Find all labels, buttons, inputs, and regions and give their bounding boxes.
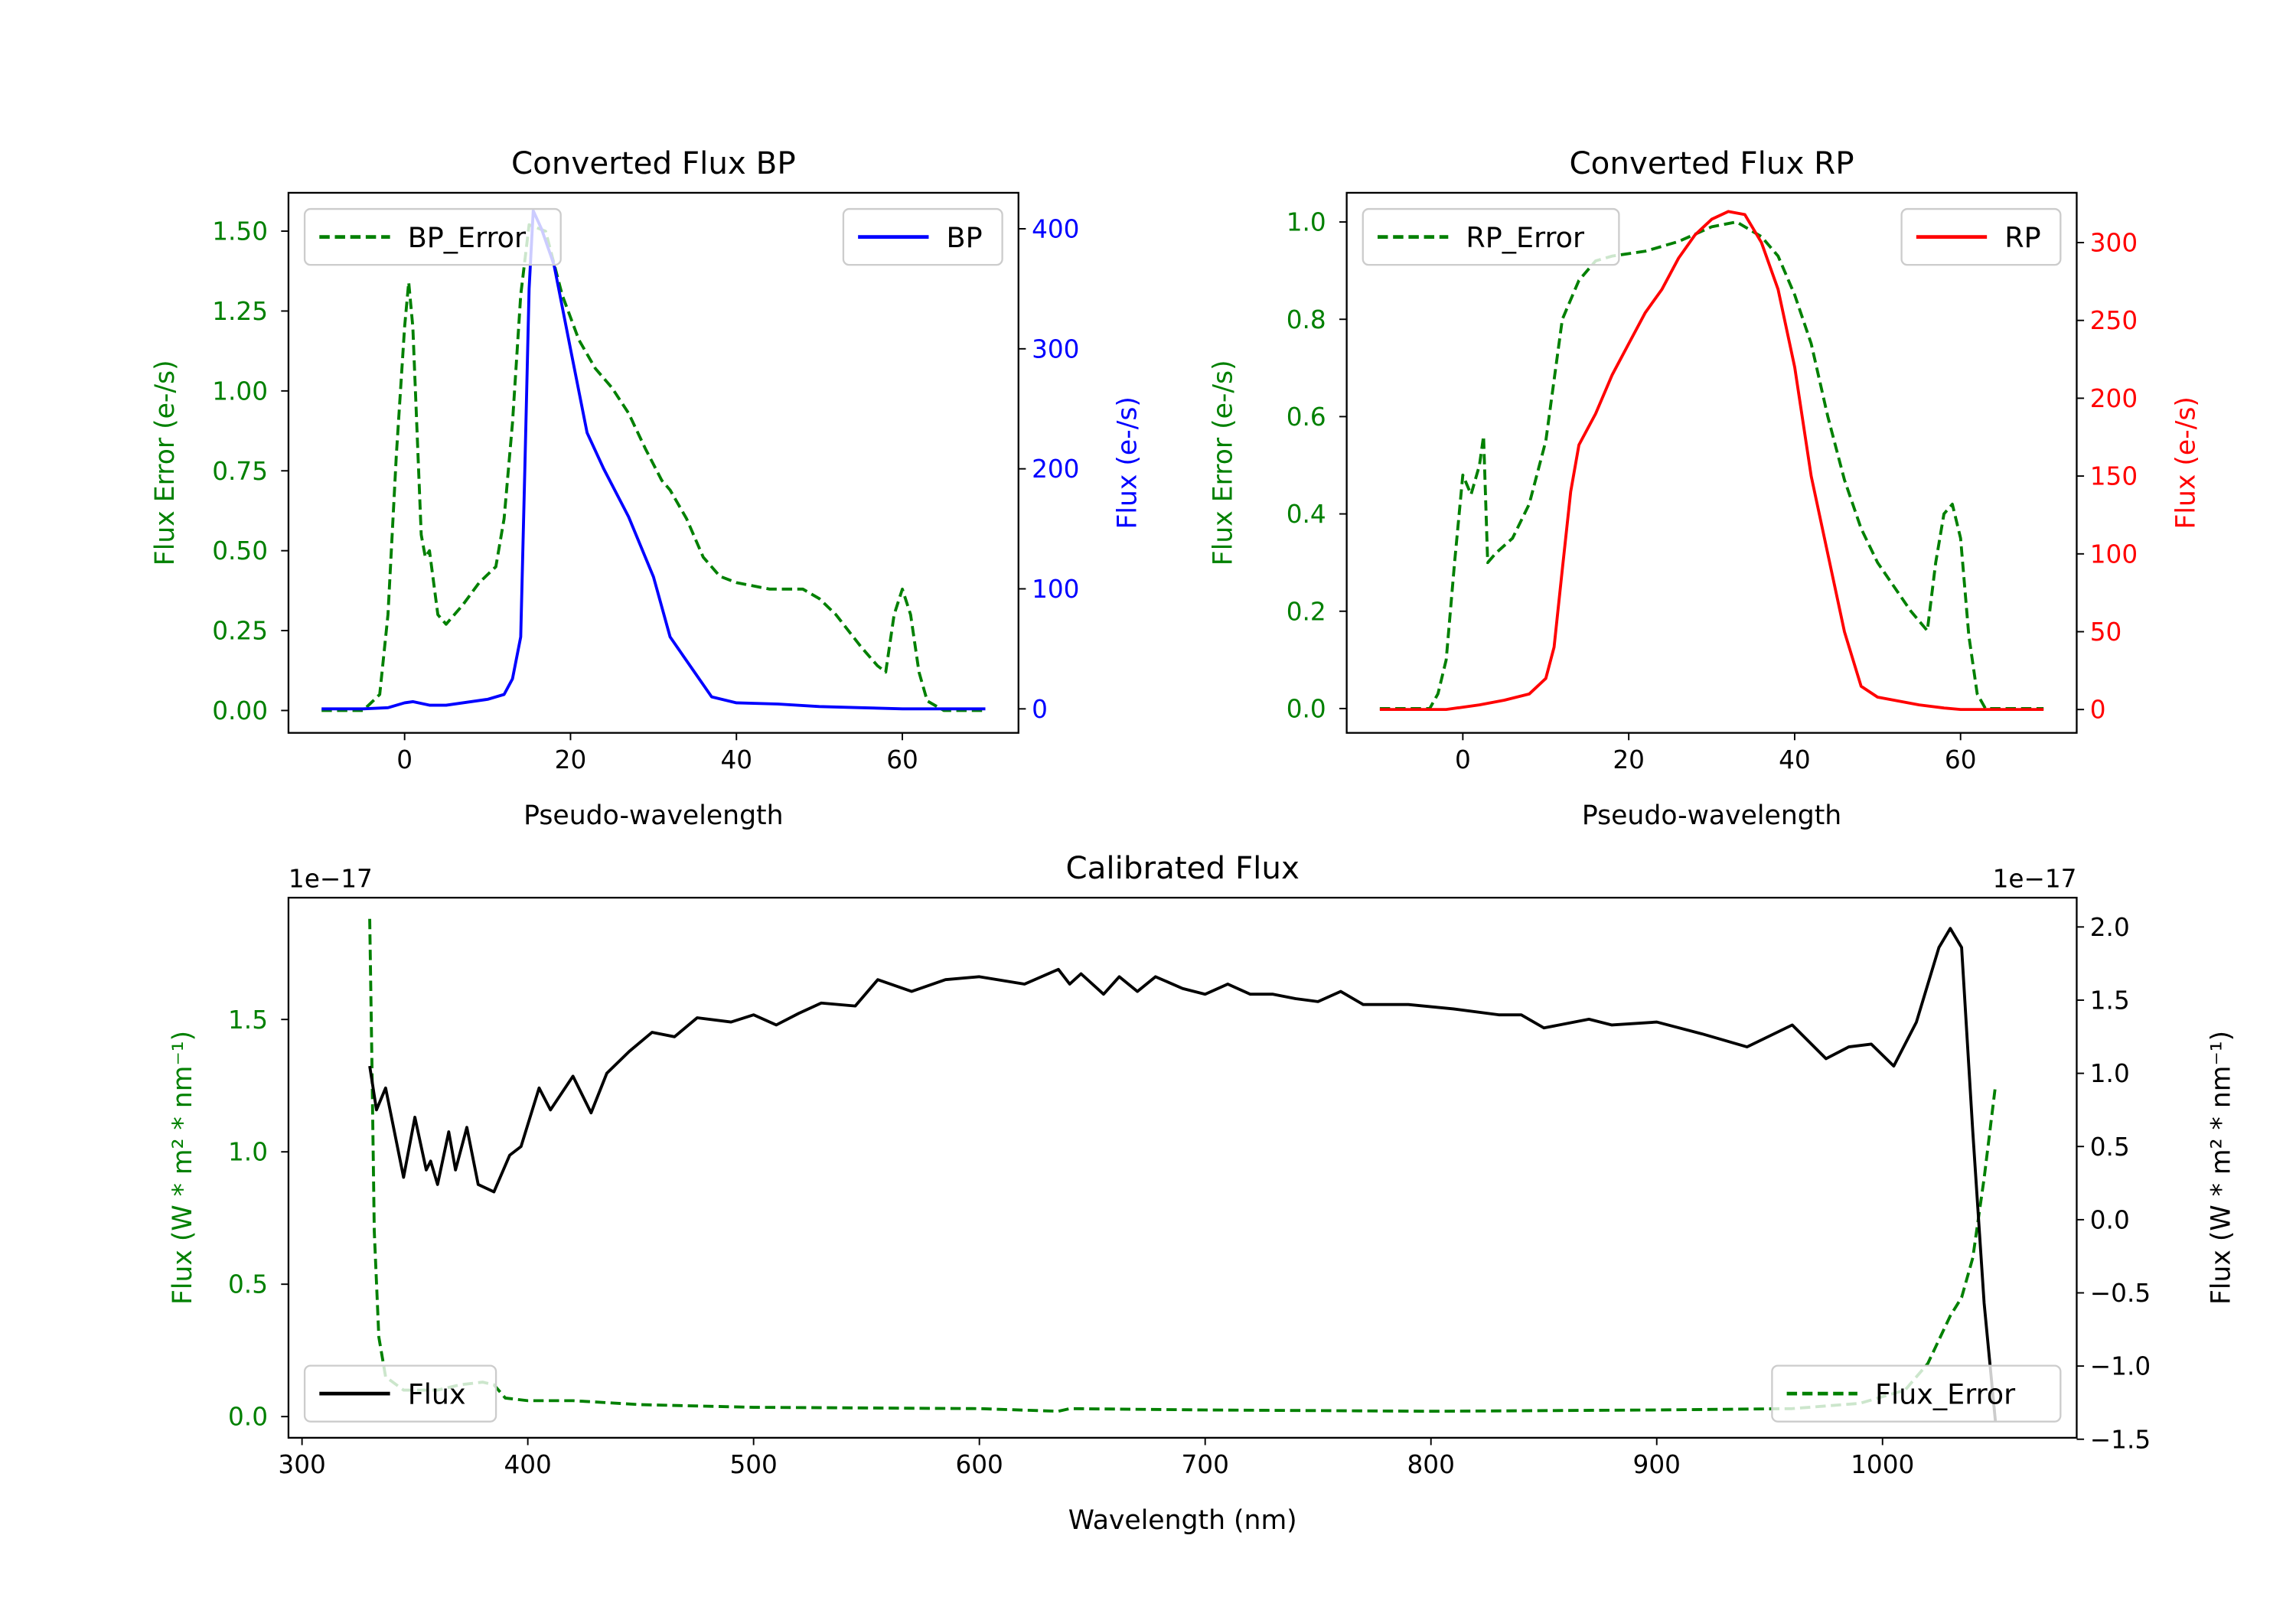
series-line-rp-error [1379, 220, 2044, 710]
y-tick-label-left: 0.00 [212, 696, 268, 725]
legend-label: Flux [408, 1378, 466, 1411]
legend-flux: Flux [303, 1364, 497, 1423]
legend-bp-error: BP_Error [303, 207, 562, 266]
chart-title: Converted Flux RP [1569, 145, 1854, 181]
y-tick-label-left: 1.50 [212, 217, 268, 246]
y-tick-label-right: 400 [1032, 215, 1079, 244]
x-tick-label: 60 [1945, 745, 1977, 774]
subplot-1: 0 20 40 60 0.00 0.25 0.50 0.75 1.00 1.25 1.50 0 100 2… [150, 145, 1143, 831]
y-axis-label-right: Flux (e-/s) [1113, 396, 1143, 529]
y-tick-label-right: 200 [1032, 455, 1079, 484]
y-tick-label-left: 1.0 [228, 1138, 268, 1167]
axes-frame [287, 191, 1019, 734]
legend-rp: RP [1900, 207, 2062, 266]
legend-rp-error: RP_Error [1362, 207, 1620, 266]
y-tick-label-left: 0.2 [1287, 597, 1326, 626]
subplot-2: 0 20 40 60 0.0 0.2 0.4 0.6 0.8 1.0 0 50 100 150 200 250… [1208, 145, 2202, 831]
series-line-rp [1379, 210, 2044, 712]
y-tick-label-right: 0.5 [2090, 1133, 2130, 1162]
y-axis-label-left: Flux (W * m² * nm⁻¹) [168, 1031, 198, 1305]
chart-title: Calibrated Flux [1065, 850, 1299, 886]
y-tick-label-left: 0.8 [1287, 305, 1326, 334]
y-tick-label-right: −0.5 [2090, 1279, 2151, 1308]
legend-label: BP_Error [408, 221, 527, 254]
series-line-bp-error [321, 223, 986, 712]
y-tick-label-left: 0.0 [1287, 694, 1326, 723]
y-tick-label-left: 0.50 [212, 536, 268, 566]
y-tick-label-left: 0.4 [1287, 500, 1326, 529]
y-axis-label-left: Flux Error (e-/s) [150, 360, 181, 566]
legend-label: Flux_Error [1875, 1378, 2016, 1411]
y-tick-label-right: −1.5 [2090, 1425, 2151, 1454]
y-tick-label-right: 0 [2090, 696, 2106, 725]
legend-label: BP [947, 221, 983, 254]
y-tick-label-left: 1.00 [212, 376, 268, 406]
y-tick-label-left: 0.6 [1287, 403, 1326, 432]
y-tick-label-left: 0.75 [212, 457, 268, 486]
chart-title: Converted Flux BP [511, 145, 796, 181]
axes-frame [1345, 191, 2078, 734]
y-tick-label-right: −1.0 [2090, 1352, 2151, 1381]
y-tick-label-right: 100 [1032, 575, 1079, 604]
x-axis-label: Pseudo-wavelength [523, 800, 783, 831]
offset-text-left: 1e−17 [289, 865, 373, 894]
x-tick-label: 400 [504, 1450, 551, 1479]
legend-flux-error: Flux_Error [1771, 1364, 2062, 1423]
y-axis-label-right: Flux (e-/s) [2170, 396, 2201, 529]
series-line-bp [321, 209, 986, 711]
y-axis-label-left: Flux Error (e-/s) [1208, 360, 1239, 566]
y-tick-label-left: 0.5 [228, 1270, 268, 1299]
series-line-flux-error [368, 918, 1998, 1413]
y-tick-label-right: 250 [2090, 306, 2138, 335]
y-tick-label-right: 0.0 [2090, 1205, 2130, 1234]
x-tick-label: 0 [396, 745, 413, 774]
y-tick-label-left: 1.0 [1287, 208, 1326, 237]
legend-box [1771, 1364, 2062, 1423]
y-tick-label-left: 1.25 [212, 297, 268, 326]
x-tick-label: 20 [1613, 745, 1645, 774]
x-tick-label: 60 [886, 745, 918, 774]
y-tick-label-right: 200 [2090, 384, 2138, 413]
x-axis-label: Pseudo-wavelength [1582, 800, 1841, 831]
legend-box [303, 1364, 497, 1423]
y-tick-label-right: 2.0 [2090, 913, 2130, 942]
x-tick-label: 500 [729, 1450, 777, 1479]
y-tick-label-right: 0 [1032, 695, 1048, 724]
x-tick-label: 1000 [1851, 1450, 1914, 1479]
legend-label: RP [2004, 221, 2040, 254]
y-tick-label-right: 50 [2090, 618, 2122, 647]
legend-bp: BP [842, 207, 1003, 266]
y-tick-label-right: 1.5 [2090, 986, 2130, 1015]
offset-text-right: 1e−17 [1993, 865, 2077, 894]
y-tick-label-right: 1.0 [2090, 1059, 2130, 1088]
legend-box [303, 207, 562, 266]
y-tick-label-left: 0.0 [228, 1403, 268, 1432]
x-tick-label: 0 [1455, 745, 1471, 774]
x-tick-label: 20 [555, 745, 587, 774]
x-tick-label: 700 [1181, 1450, 1228, 1479]
legend-label: RP_Error [1466, 221, 1585, 254]
x-tick-label: 300 [278, 1450, 325, 1479]
y-axis-label-right: Flux (W * m² * nm⁻¹) [2206, 1031, 2236, 1305]
y-tick-label-right: 100 [2090, 539, 2138, 569]
axes-frame [287, 896, 2078, 1439]
y-tick-label-right: 150 [2090, 462, 2138, 491]
x-tick-label: 800 [1407, 1450, 1455, 1479]
y-tick-label-left: 0.25 [212, 617, 268, 646]
legend-box [1362, 207, 1620, 266]
subplot-3: 300 400 500 600 700 800 900 1000 0.0 0.5 1.0 1.5 −1.… [168, 850, 2236, 1536]
series-line-flux [368, 927, 1998, 1423]
y-tick-label-right: 300 [2090, 229, 2138, 258]
x-tick-label: 40 [720, 745, 752, 774]
x-tick-label: 900 [1633, 1450, 1681, 1479]
x-tick-label: 40 [1779, 745, 1811, 774]
x-tick-label: 600 [955, 1450, 1003, 1479]
y-tick-label-right: 300 [1032, 334, 1079, 363]
x-axis-label: Wavelength (nm) [1068, 1505, 1297, 1536]
y-tick-label-left: 1.5 [228, 1006, 268, 1035]
